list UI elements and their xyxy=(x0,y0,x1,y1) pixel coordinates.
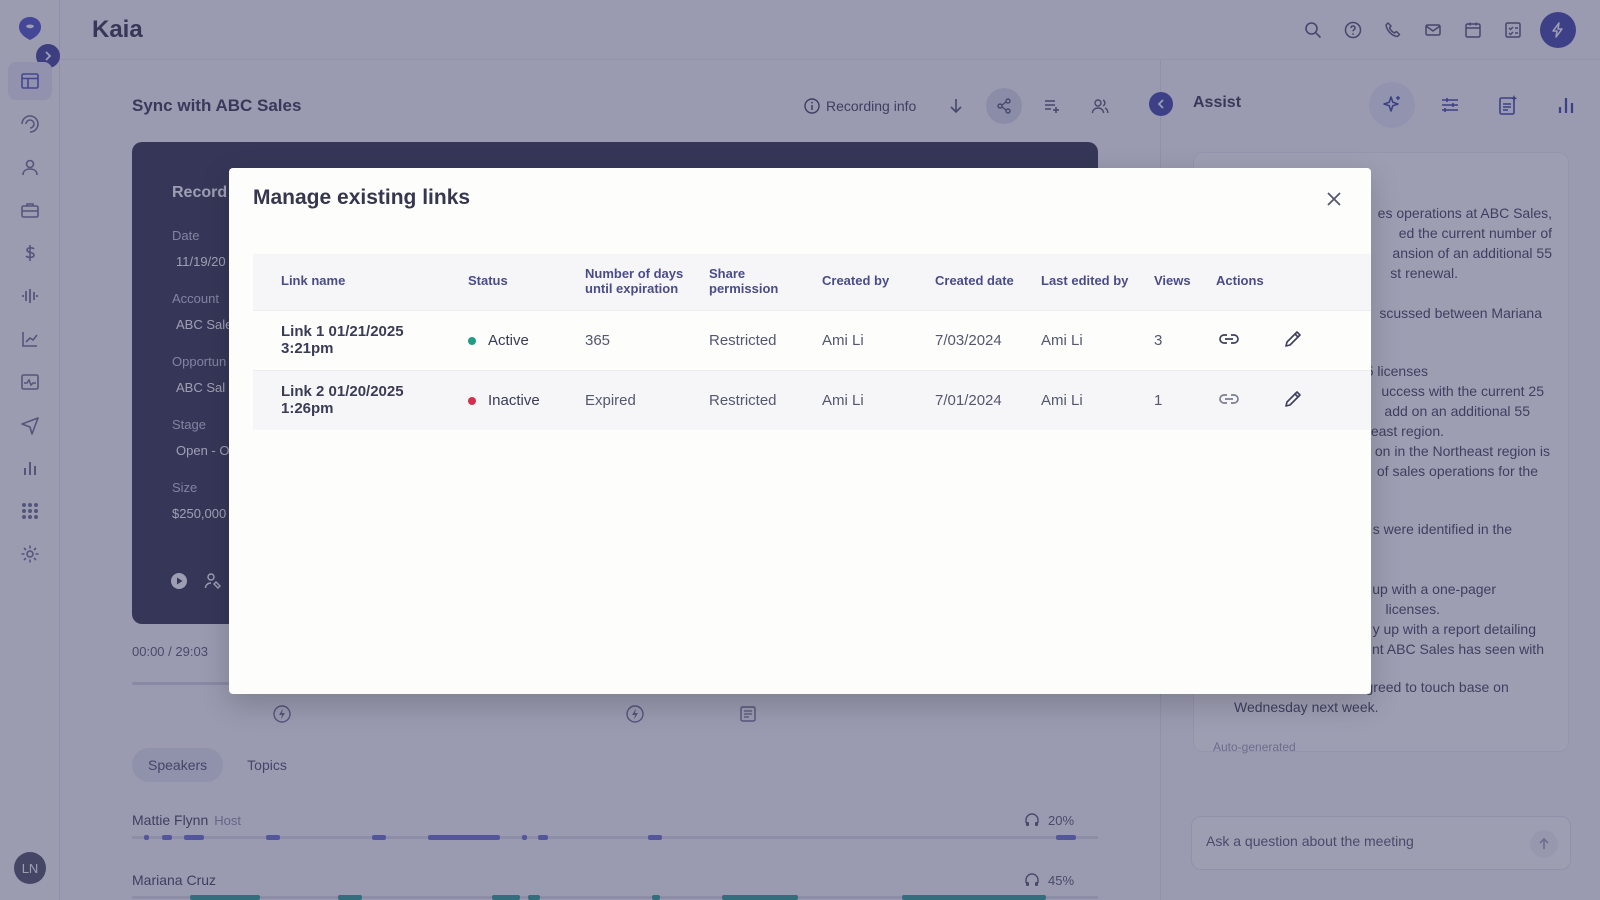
status-dot xyxy=(468,336,476,345)
table-header-row: Link name Status Number of days until exp… xyxy=(253,254,1371,310)
edit-link-button[interactable] xyxy=(1280,386,1306,412)
col-status: Status xyxy=(468,273,508,289)
col-actions: Actions xyxy=(1216,273,1264,289)
col-views: Views xyxy=(1154,273,1191,289)
manage-links-dialog: Manage existing links Link name Status N… xyxy=(229,168,1371,694)
col-days-line2: until expiration xyxy=(585,280,679,296)
link-created-date: 7/03/2024 xyxy=(935,331,1002,349)
col-perm-line1: Share xyxy=(709,265,746,281)
col-created-by: Created by xyxy=(822,273,890,289)
edit-link-button[interactable] xyxy=(1280,326,1306,352)
table-row: Link 1 01/21/2025 3:21pm Active 365 Rest… xyxy=(253,310,1371,370)
link-icon xyxy=(1219,394,1239,405)
pencil-icon xyxy=(1285,331,1301,347)
col-created-date: Created date xyxy=(935,273,1014,289)
link-icon xyxy=(1219,334,1239,344)
link-name: Link 2 01/20/2025 1:26pm xyxy=(281,383,404,418)
link-permission: Restricted xyxy=(709,331,777,349)
close-dialog-button[interactable] xyxy=(1323,188,1345,210)
close-icon xyxy=(1327,192,1341,206)
copy-link-button[interactable] xyxy=(1216,386,1242,412)
link-actions xyxy=(1208,310,1371,370)
col-perm-line2: permission xyxy=(709,280,779,296)
link-status: Inactive xyxy=(460,370,577,430)
link-status: Active xyxy=(460,310,577,370)
link-views: 1 xyxy=(1154,391,1163,409)
link-last-edited-by: Ami Li xyxy=(1041,391,1083,409)
link-days: Expired xyxy=(585,391,636,409)
col-share-permission: Share permission xyxy=(701,254,814,310)
links-table: Link name Status Number of days until exp… xyxy=(253,254,1371,430)
link-actions xyxy=(1208,370,1371,430)
link-created-by: Ami Li xyxy=(822,391,864,409)
table-row: Link 2 01/20/2025 1:26pm Inactive Expire… xyxy=(253,370,1371,430)
col-last-edited-by: Last edited by xyxy=(1041,273,1129,289)
link-permission: Restricted xyxy=(709,391,777,409)
link-name: Link 1 01/21/2025 3:21pm xyxy=(281,323,404,357)
copy-link-button[interactable] xyxy=(1216,326,1242,352)
link-last-edited-by: Ami Li xyxy=(1041,331,1083,349)
pencil-icon xyxy=(1285,391,1301,408)
col-days-until-expiration: Number of days until expiration xyxy=(577,254,701,310)
col-days-line1: Number of days xyxy=(585,265,684,281)
link-created-by: Ami Li xyxy=(822,331,864,349)
col-link-name: Link name xyxy=(281,273,346,289)
status-dot xyxy=(468,396,476,405)
status-text: Inactive xyxy=(488,391,540,409)
link-created-date: 7/01/2024 xyxy=(935,391,1002,409)
link-days: 365 xyxy=(585,331,611,349)
link-views: 3 xyxy=(1154,331,1163,349)
status-text: Active xyxy=(488,331,529,349)
dialog-title: Manage existing links xyxy=(253,186,471,209)
